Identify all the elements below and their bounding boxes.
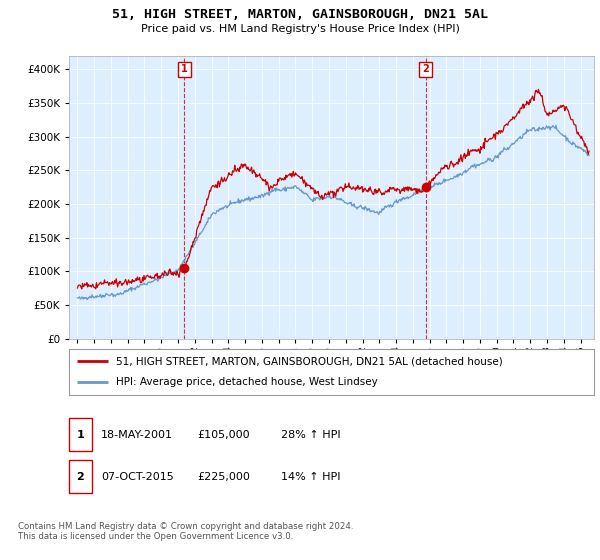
Text: 28% ↑ HPI: 28% ↑ HPI xyxy=(281,430,340,440)
Text: £225,000: £225,000 xyxy=(197,472,250,482)
Text: 18-MAY-2001: 18-MAY-2001 xyxy=(101,430,173,440)
Text: 2: 2 xyxy=(422,64,429,74)
Text: 51, HIGH STREET, MARTON, GAINSBOROUGH, DN21 5AL (detached house): 51, HIGH STREET, MARTON, GAINSBOROUGH, D… xyxy=(116,356,503,366)
Text: 1: 1 xyxy=(181,64,188,74)
Text: 51, HIGH STREET, MARTON, GAINSBOROUGH, DN21 5AL: 51, HIGH STREET, MARTON, GAINSBOROUGH, D… xyxy=(112,8,488,21)
Text: HPI: Average price, detached house, West Lindsey: HPI: Average price, detached house, West… xyxy=(116,377,378,388)
Text: 14% ↑ HPI: 14% ↑ HPI xyxy=(281,472,340,482)
Text: Price paid vs. HM Land Registry's House Price Index (HPI): Price paid vs. HM Land Registry's House … xyxy=(140,24,460,34)
Text: 07-OCT-2015: 07-OCT-2015 xyxy=(101,472,173,482)
Text: £105,000: £105,000 xyxy=(197,430,250,440)
Text: 1: 1 xyxy=(77,430,84,440)
Text: 2: 2 xyxy=(77,472,84,482)
Text: Contains HM Land Registry data © Crown copyright and database right 2024.
This d: Contains HM Land Registry data © Crown c… xyxy=(18,522,353,542)
